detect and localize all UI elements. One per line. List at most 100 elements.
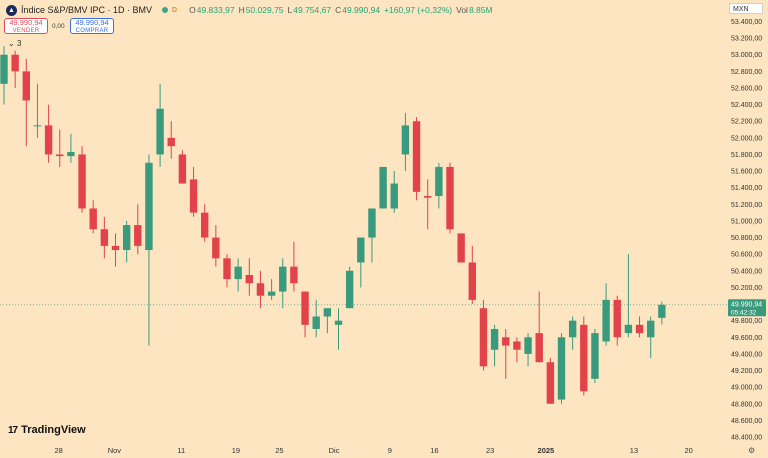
candle-body — [345, 270, 354, 309]
candle-body — [67, 151, 75, 157]
high-value: 50.029,75 — [245, 5, 284, 15]
candle-body — [412, 121, 421, 192]
last-price-value: 49.990,94 — [731, 301, 762, 308]
currency-selector[interactable]: MXN — [729, 3, 763, 14]
candle-body — [245, 274, 253, 284]
y-tick-label: 50.200,00 — [731, 285, 762, 292]
x-tick-label: 11 — [177, 446, 185, 455]
buy-label: COMPRAR — [75, 28, 109, 34]
high-label: H — [238, 5, 245, 15]
y-tick-label: 50.400,00 — [731, 268, 762, 275]
candle-body — [647, 320, 655, 338]
x-tick-label: 9 — [388, 446, 392, 455]
candle-body — [323, 308, 332, 317]
candle-body — [267, 291, 276, 296]
candle-body — [256, 283, 265, 296]
candle-body — [658, 304, 666, 318]
price-axis[interactable]: 53.400,00 53.200,00 53.000,00 52.800,00 52.6… — [731, 19, 762, 442]
countdown-value: 05:42:32 — [731, 309, 757, 316]
candle-body — [111, 245, 120, 251]
candle-body — [568, 320, 577, 338]
volume-label: Vol — [456, 5, 468, 15]
y-tick-label: 49.600,00 — [731, 335, 762, 342]
x-tick-label: Nov — [108, 446, 122, 455]
y-tick-label: 52.200,00 — [731, 119, 762, 126]
chart-header: ▲ Índice S&P/BMV IPC · 1D · BMV D O 49.83… — [6, 3, 493, 17]
candle-body — [613, 299, 621, 338]
candle-body — [290, 266, 298, 284]
candle-body — [89, 208, 97, 230]
candle-body — [78, 154, 86, 209]
candle-body — [390, 183, 398, 209]
candle-body — [22, 71, 30, 101]
candle-body — [557, 337, 566, 400]
candle-body — [167, 137, 175, 147]
brand-name: TradingView — [21, 424, 86, 436]
symbol-title[interactable]: Índice S&P/BMV IPC · 1D · BMV — [21, 5, 153, 15]
y-tick-label: 49.400,00 — [731, 351, 762, 358]
y-tick-label: 53.400,00 — [731, 19, 762, 26]
candle-body — [334, 320, 343, 325]
y-tick-label: 49.200,00 — [731, 368, 762, 375]
candle-body — [189, 179, 198, 213]
candle-body — [33, 125, 42, 127]
close-label: C — [335, 5, 342, 15]
candle-body — [602, 299, 610, 342]
candle-body — [490, 328, 499, 350]
buy-price: 49.990,94 — [75, 18, 109, 27]
candle-body — [457, 233, 465, 263]
candle-body — [524, 337, 532, 354]
tradingview-mark-icon: 17 — [8, 424, 18, 436]
candle-body — [624, 324, 633, 334]
x-tick-label: 25 — [275, 446, 283, 455]
market-status-icon — [162, 7, 169, 13]
x-tick-label: 20 — [684, 446, 692, 455]
candles-layer — [0, 46, 666, 404]
candle-body — [56, 154, 64, 157]
candle-body — [546, 362, 555, 404]
candle-body — [134, 225, 142, 246]
y-tick-label: 52.800,00 — [731, 69, 762, 76]
low-value: 49.754,67 — [293, 5, 332, 15]
candle-body — [535, 333, 543, 363]
candle-body — [122, 225, 131, 251]
tradingview-logo[interactable]: 17 TradingView — [8, 424, 86, 436]
x-tick-label: 19 — [232, 446, 240, 455]
buy-button[interactable]: 49.990,94 COMPRAR — [70, 18, 114, 34]
candle-body — [156, 108, 164, 155]
y-tick-label: 51.200,00 — [731, 202, 762, 209]
candle-body — [234, 266, 242, 280]
candle-body — [446, 166, 454, 230]
candle-body — [435, 166, 443, 197]
x-tick-label: 13 — [630, 446, 638, 455]
y-tick-label: 50.800,00 — [731, 235, 762, 242]
candle-body — [201, 212, 209, 238]
open-label: O — [189, 5, 196, 15]
indicators-count: 3 — [16, 39, 22, 48]
candle-body — [513, 341, 521, 350]
candle-body — [635, 324, 644, 334]
last-price-tag-bg — [728, 299, 766, 317]
y-tick-label: 50.600,00 — [731, 252, 762, 259]
time-axis[interactable]: 2128Nov111925Dic9162320251320 — [0, 446, 693, 455]
candle-body — [379, 166, 387, 209]
y-tick-label: 52.000,00 — [731, 135, 762, 142]
y-tick-label: 51.600,00 — [731, 169, 762, 176]
close-value: 49.990,94 — [342, 5, 381, 15]
candle-body — [100, 229, 109, 246]
y-tick-label: 52.600,00 — [731, 85, 762, 92]
x-tick-label: 16 — [430, 446, 438, 455]
candle-body — [145, 162, 153, 251]
x-tick-label: 28 — [54, 446, 62, 455]
change-value: +160,97 (+0,32%) — [384, 5, 453, 15]
indicators-toggle[interactable]: ⌄ 3 — [8, 39, 22, 48]
gear-icon[interactable]: ⚙ — [748, 446, 756, 455]
y-tick-label: 48.400,00 — [731, 435, 762, 442]
symbol-logo-icon: ▲ — [6, 4, 17, 16]
candle-body — [401, 125, 410, 155]
sell-button[interactable]: 49.990,94 VENDER — [4, 18, 48, 34]
x-tick-label: 2025 — [538, 446, 555, 455]
y-tick-label: 52.400,00 — [731, 102, 762, 109]
candle-body — [591, 333, 599, 379]
